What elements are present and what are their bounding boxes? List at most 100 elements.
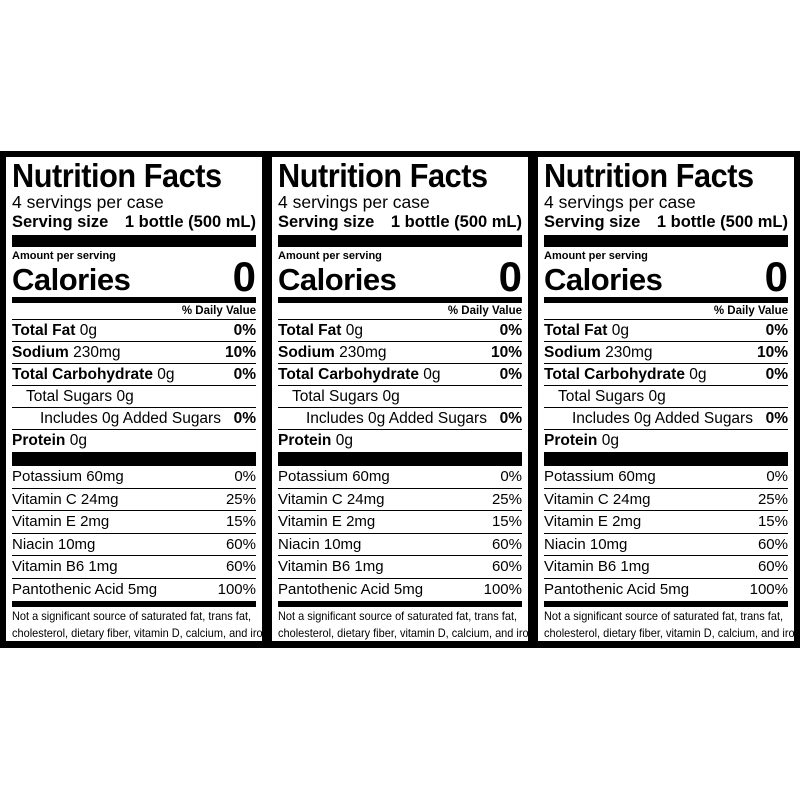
daily-value-header: % Daily Value (544, 303, 788, 320)
nutrient-row-sodium: Sodium 230mg 10% (12, 342, 256, 364)
nutrient-row-total-sugars: Total Sugars 0g (278, 386, 522, 408)
vitamin-name: Pantothenic Acid 5mg (12, 580, 158, 598)
vitamin-row-vitamin-c: Vitamin C 24mg 25% (12, 489, 256, 511)
nutrient-name: Sodium (12, 343, 69, 361)
footnote: Not a significant source of saturated fa… (278, 608, 528, 641)
nutrient-dv: 0% (233, 409, 256, 427)
nutrient-dv: 0% (499, 321, 522, 339)
daily-value-header: % Daily Value (12, 303, 256, 320)
nutrient-dv: 0% (765, 321, 788, 339)
vitamin-dv: 0% (766, 468, 788, 486)
panel-title: Nutrition Facts (12, 157, 222, 194)
divider-medium (544, 297, 788, 303)
vitamin-dv: 60% (491, 535, 522, 553)
nutrient-name: Total Fat (12, 321, 76, 339)
nutrient-name: Protein (544, 431, 598, 449)
nutrient-dv: 0% (499, 409, 522, 427)
nutrient-dv: 0% (765, 365, 788, 383)
nutrient-name: Total Sugars 0g (558, 387, 666, 405)
calories-label: Calories (12, 262, 131, 297)
vitamin-row-niacin: Niacin 10mg 60% (12, 534, 256, 556)
nutrient-name: Sodium (544, 343, 601, 361)
nutrient-row-protein: Protein 0g (278, 430, 522, 451)
footnote-line: Not a significant source of saturated fa… (12, 609, 252, 623)
vitamin-dv: 100% (483, 580, 522, 598)
vitamin-row-vitamin-e: Vitamin E 2mg 15% (12, 511, 256, 534)
calories-row: Calories 0 (12, 253, 256, 300)
nutrient-row-sodium: Sodium 230mg 10% (544, 342, 788, 364)
vitamin-name: Vitamin E 2mg (278, 513, 376, 531)
servings-per-container: 4 servings per case (12, 192, 164, 212)
footnote-line: Not a significant source of saturated fa… (544, 609, 784, 623)
nutrient-name: Includes 0g Added Sugars (572, 409, 753, 427)
divider-thick (12, 452, 256, 466)
divider-medium (12, 601, 256, 607)
serving-size-label: Serving size (278, 213, 375, 231)
nutrient-amount: 0g (345, 321, 363, 339)
vitamin-name: Pantothenic Acid 5mg (278, 580, 424, 598)
serving-size-value: 1 bottle (500 mL) (124, 213, 256, 231)
vitamin-dv: 60% (757, 558, 788, 576)
divider-medium (544, 601, 788, 607)
nutrient-amount: 0g (601, 431, 619, 449)
divider-medium (278, 601, 522, 607)
vitamin-row-potassium: Potassium 60mg 0% (544, 466, 788, 489)
divider-thick (12, 235, 256, 247)
nutrient-name: Total Carbohydrate (544, 365, 685, 383)
footnote-line: cholesterol, dietary fiber, vitamin D, c… (278, 626, 528, 640)
nutrient-dv: 0% (233, 321, 256, 339)
nutrient-amount: 0g (69, 431, 87, 449)
vitamin-name: Potassium 60mg (12, 468, 124, 486)
nutrient-dv: 0% (233, 365, 256, 383)
amount-per-serving: Amount per serving (12, 250, 116, 262)
nutrient-dv: 10% (490, 343, 522, 361)
vitamin-dv: 25% (757, 490, 788, 508)
nutrient-dv: 0% (765, 409, 788, 427)
nutrient-amount: 230mg (339, 343, 387, 361)
vitamin-row-pantothenic-acid: Pantothenic Acid 5mg 100% (544, 579, 788, 601)
vitamin-name: Vitamin B6 1mg (544, 558, 650, 576)
nutrient-row-total-carbohydrate: Total Carbohydrate 0g 0% (544, 364, 788, 386)
vitamin-name: Vitamin B6 1mg (278, 558, 384, 576)
vitamin-row-vitamin-e: Vitamin E 2mg 15% (544, 511, 788, 534)
nutrient-row-total-sugars: Total Sugars 0g (544, 386, 788, 408)
calories-row: Calories 0 (544, 256, 788, 298)
nutrient-row-total-fat: Total Fat 0g 0% (278, 320, 522, 342)
vitamin-row-vitamin-e: Vitamin E 2mg 15% (278, 511, 522, 534)
vitamin-row-vitamin-c: Vitamin C 24mg 25% (278, 489, 522, 511)
amount-per-serving: Amount per serving (544, 250, 648, 262)
nutrient-amount: 0g (689, 365, 707, 383)
vitamin-row-niacin: Niacin 10mg 60% (278, 534, 522, 556)
divider-thick (278, 452, 522, 466)
nutrient-row-added-sugars: Includes 0g Added Sugars 0% (12, 408, 256, 430)
nutrient-row-added-sugars: Includes 0g Added Sugars 0% (544, 408, 788, 430)
vitamin-name: Niacin 10mg (278, 535, 362, 553)
vitamin-name: Vitamin C 24mg (278, 490, 385, 508)
nutrient-amount: 0g (79, 321, 97, 339)
divider-thick (278, 235, 522, 247)
nutrition-labels-strip: Nutrition Facts 4 servings per case Serv… (0, 151, 800, 648)
nutrient-name: Total Fat (278, 321, 342, 339)
vitamin-name: Pantothenic Acid 5mg (544, 580, 690, 598)
nutrient-row-total-fat: Total Fat 0g 0% (544, 320, 788, 342)
nutrient-name: Protein (12, 431, 66, 449)
nutrient-amount: 230mg (73, 343, 121, 361)
calories-value: 0 (232, 253, 256, 300)
nutrient-row-total-carbohydrate: Total Carbohydrate 0g 0% (278, 364, 522, 386)
vitamin-name: Vitamin C 24mg (544, 490, 651, 508)
divider-medium (12, 297, 256, 303)
nutrient-row-added-sugars: Includes 0g Added Sugars 0% (278, 408, 522, 430)
vitamin-dv: 100% (749, 580, 788, 598)
vitamin-row-vitamin-b6: Vitamin B6 1mg 60% (12, 556, 256, 579)
nutrient-row-total-fat: Total Fat 0g 0% (12, 320, 256, 342)
nutrient-name: Includes 0g Added Sugars (306, 409, 487, 427)
vitamin-dv: 25% (225, 490, 256, 508)
nutrient-row-protein: Protein 0g (544, 430, 788, 451)
vitamin-row-potassium: Potassium 60mg 0% (278, 466, 522, 489)
nutrient-amount: 0g (423, 365, 441, 383)
divider-thick (544, 235, 788, 247)
vitamin-dv: 25% (491, 490, 522, 508)
nutrient-row-total-carbohydrate: Total Carbohydrate 0g 0% (12, 364, 256, 386)
nutrient-row-sodium: Sodium 230mg 10% (278, 342, 522, 364)
vitamin-row-niacin: Niacin 10mg 60% (544, 534, 788, 556)
